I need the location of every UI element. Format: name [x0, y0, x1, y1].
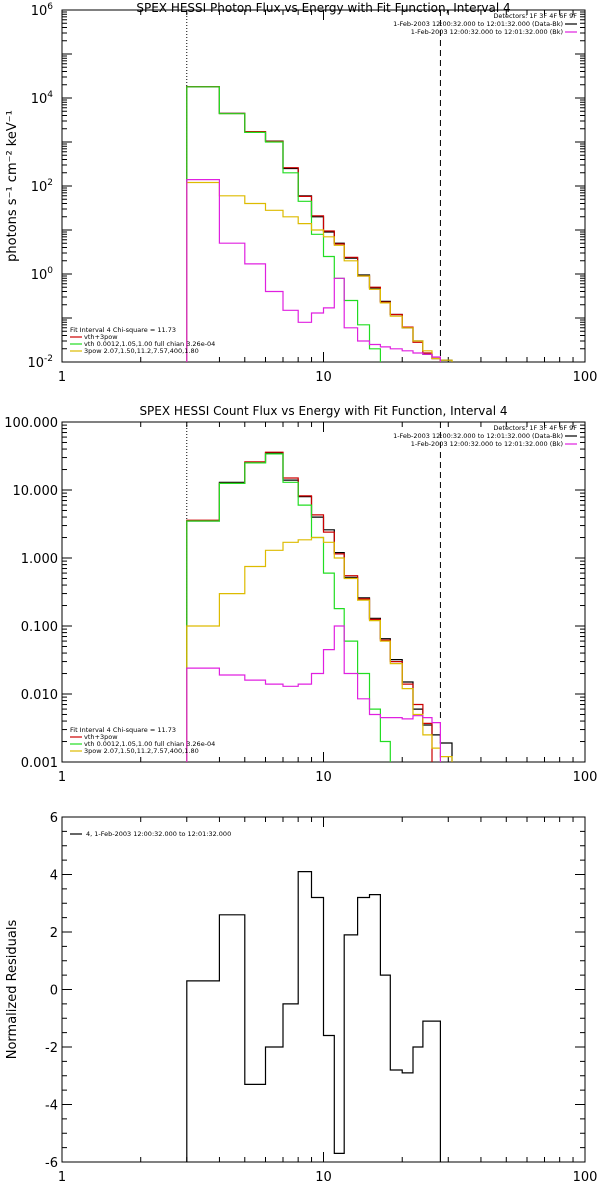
y-tick-label: -2 — [45, 1041, 58, 1056]
legend-entry-text: 1-Feb-2003 12:00:32.000 to 12:01:32.000 … — [393, 20, 563, 28]
panel-2: SPEX HESSI Count Flux vs Energy with Fit… — [4, 404, 597, 785]
x-tick-label: 10 — [315, 1170, 332, 1185]
series-2-line — [186, 451, 433, 762]
series-1-line — [186, 871, 441, 1162]
y-tick-label: 106 — [31, 2, 54, 19]
y-tick-label: 6 — [50, 811, 58, 826]
x-tick-label: 1 — [58, 770, 66, 785]
fit-legend-text: vth+3pow — [84, 733, 118, 741]
fit-legend-text: vth+3pow — [84, 333, 118, 341]
legend-entry-text: 1-Feb-2003 12:00:32.000 to 12:01:32.000 … — [411, 28, 563, 36]
y-tick-exponent: 2 — [47, 178, 53, 188]
series-4-line — [186, 181, 453, 362]
legend-entry-text: 4, 1-Feb-2003 12:00:32.000 to 12:01:32.0… — [86, 830, 231, 838]
x-tick-label: 10 — [315, 370, 332, 385]
chart-title: SPEX HESSI Photon Flux vs Energy with Fi… — [136, 1, 510, 15]
chart-title: SPEX HESSI Count Flux vs Energy with Fit… — [139, 404, 507, 418]
x-tick-label: 10 — [315, 770, 332, 785]
y-tick-label: 100.000 — [4, 416, 58, 431]
y-tick-label: 102 — [31, 178, 53, 195]
fit-legend-text: 3pow 2.07,1.50,11.2,7.57,400,1.80 — [84, 747, 199, 755]
series-group — [186, 871, 441, 1162]
y-tick-exponent: 4 — [47, 90, 53, 100]
y-tick-exponent: 6 — [47, 2, 53, 12]
panel-3: 1 10 100 -6 -4 -2 0 2 4 6 Normalized Residuals 4, 1… — [5, 811, 597, 1185]
y-tick-label: 10.000 — [13, 484, 59, 499]
y-tick-label: 0.100 — [21, 620, 58, 635]
x-tick-label: 1 — [58, 370, 66, 385]
y-tick-label: 100 — [31, 266, 54, 283]
y-tick-label: 1.000 — [21, 552, 58, 567]
series-3-line — [186, 453, 391, 762]
legend-heading: Detectors: 1F 3F 4F 6F 9F — [493, 12, 577, 20]
fit-legend-text: vth 0.0012,1.05,1.00 full chian 3.26e-04 — [84, 340, 215, 348]
plot-frame — [61, 421, 586, 763]
y-tick-label: 0 — [50, 984, 58, 999]
series-1-line — [186, 86, 453, 362]
y-tick-label: 2 — [50, 926, 58, 941]
y-tick-label: 104 — [31, 90, 54, 107]
series-3-line — [186, 86, 381, 362]
y-tick-label: 0.010 — [21, 688, 58, 703]
fit-legend-heading: Fit Interval 4 Chi-square = 11.73 — [70, 726, 176, 734]
panel-1: SPEX HESSI Photon Flux vs Energy with Fi… — [5, 1, 597, 385]
series-5-line — [186, 179, 441, 362]
x-tick-label: 100 — [573, 1170, 598, 1185]
series-4-line — [186, 536, 453, 762]
legend-entry-text: 1-Feb-2003 12:00:32.000 to 12:01:32.000 … — [411, 440, 563, 448]
fit-legend-text: vth 0.0012,1.05,1.00 full chian 3.26e-04 — [84, 740, 215, 748]
y-axis-label: photons s⁻¹ cm⁻² keV⁻¹ — [5, 110, 20, 262]
y-tick-label: -4 — [45, 1099, 58, 1114]
legend-heading: Detectors: 1F 3F 4F 6F 9F — [493, 424, 577, 432]
y-tick-label: -6 — [45, 1156, 58, 1171]
series-group — [186, 451, 453, 762]
x-tick-label: 100 — [573, 370, 598, 385]
fit-legend-heading: Fit Interval 4 Chi-square = 11.73 — [70, 326, 176, 334]
y-tick-exponent: 0 — [47, 266, 53, 276]
series-5-line — [186, 625, 441, 762]
series-group — [186, 86, 453, 362]
y-tick-label: 10-2 — [27, 354, 53, 371]
y-tick-label: 0.001 — [21, 756, 58, 771]
legend-entry-text: 1-Feb-2003 12:00:32.000 to 12:01:32.000 … — [393, 432, 563, 440]
y-tick-label: 4 — [50, 869, 58, 884]
series-1-line — [186, 452, 453, 762]
fit-legend-text: 3pow 2.07,1.50,11.2,7.57,400,1.80 — [84, 347, 199, 355]
x-tick-label: 100 — [573, 770, 598, 785]
y-tick-exponent: -2 — [44, 354, 53, 364]
y-axis-label: Normalized Residuals — [5, 920, 20, 1060]
x-tick-label: 1 — [58, 1170, 66, 1185]
